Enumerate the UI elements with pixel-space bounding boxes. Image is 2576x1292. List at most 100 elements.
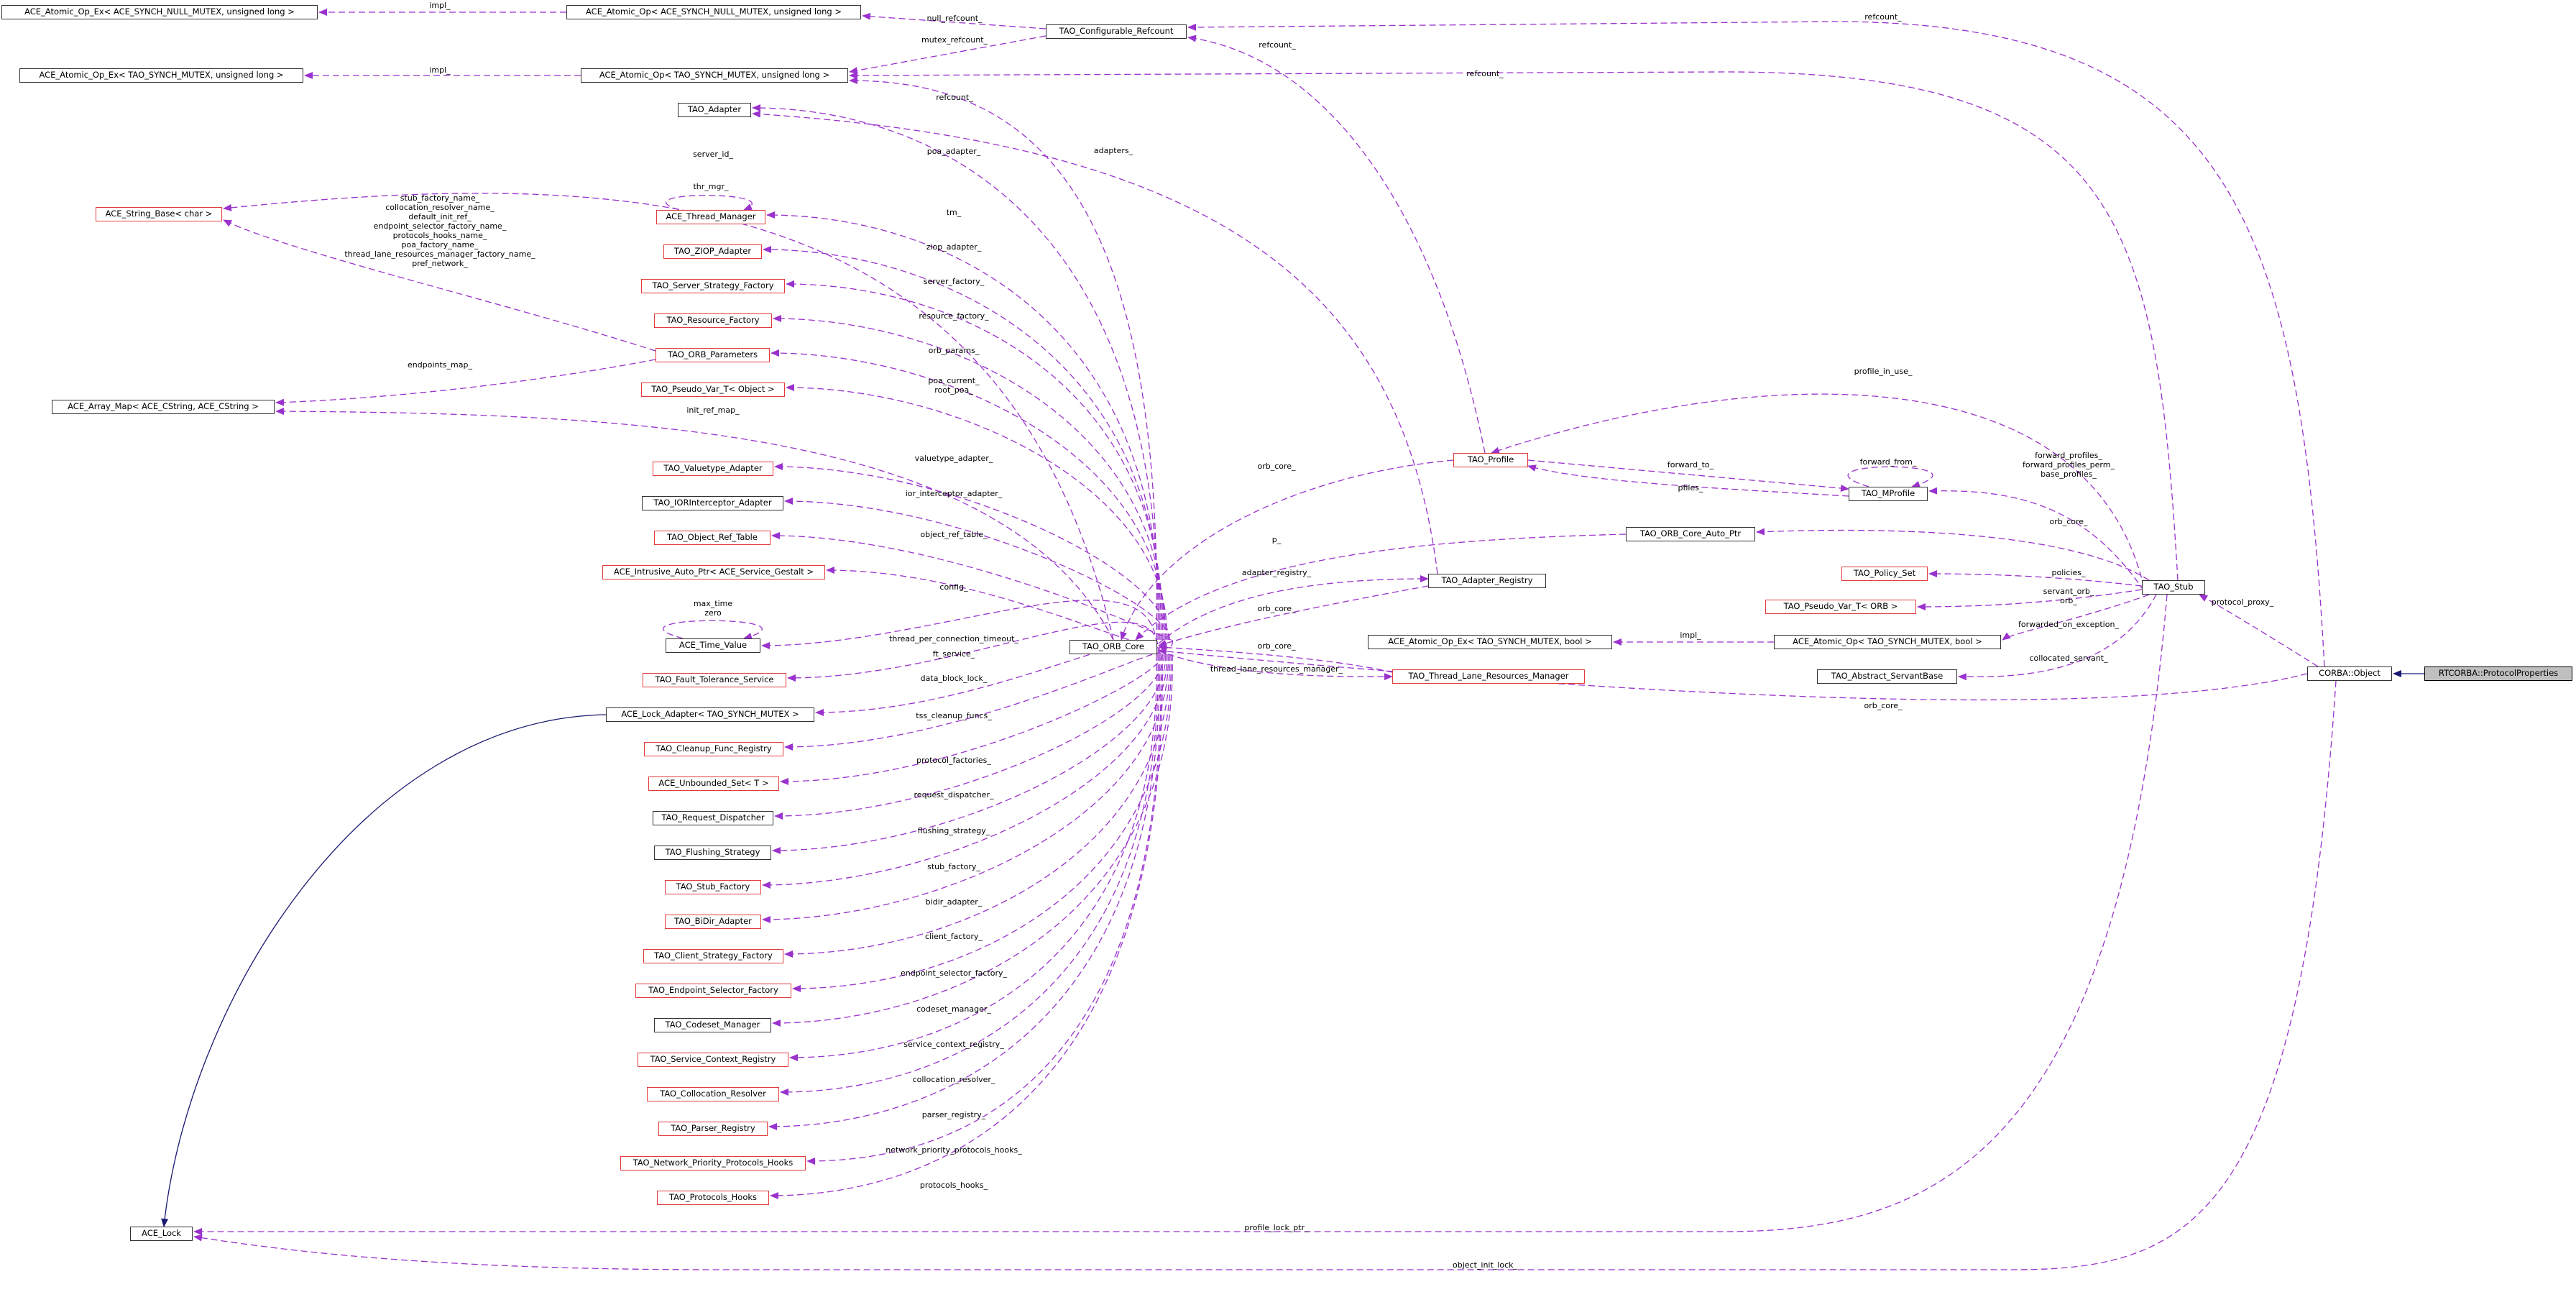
node-orb-core[interactable]: TAO_ORB_Core [1070,640,1157,654]
usage-edge [763,246,1162,641]
node-parser-registry[interactable]: TAO_Parser_Registry [658,1122,768,1136]
node-abstract-servant-base[interactable]: TAO_Abstract_ServantBase [1817,669,1957,684]
node-cleanup-func-registry[interactable]: TAO_Cleanup_Func_Registry [644,742,783,756]
node-ziop-adapter[interactable]: TAO_ZIOP_Adapter [663,244,762,259]
node-ior-interceptor-adapter[interactable]: TAO_IORInterceptor_Adapter [642,496,783,510]
usage-edge [1158,585,1429,647]
node-lock-adapter[interactable]: ACE_Lock_Adapter< TAO_SYNCH_MUTEX > [606,707,814,722]
edge-label: request_dispatcher_ [914,790,994,800]
usage-edge [766,211,1160,641]
node-intrusive-auto-ptr[interactable]: ACE_Intrusive_Auto_Ptr< ACE_Service_Gest… [602,565,825,579]
edge-label: protocols_hooks_name_ [392,231,487,240]
edge-label: orb_ [2060,596,2077,605]
node-thread-manager[interactable]: ACE_Thread_Manager [656,210,765,224]
node-orb-core-auto-ptr[interactable]: TAO_ORB_Core_Auto_Ptr [1626,527,1755,541]
edge-label: refcount_ [1864,12,1902,22]
edge-label: config_ [939,582,968,592]
edge-label: flushing_strategy_ [917,826,990,835]
edge-label: max_time [693,599,733,608]
usage-edge [762,654,1167,889]
node-bidir-adapter[interactable]: TAO_BiDir_Adapter [665,915,761,929]
edge-label: forward_profiles_perm_ [2023,460,2115,469]
node-thread-lane-resources-manager[interactable]: TAO_Thread_Lane_Resources_Manager [1392,669,1585,684]
edge-label: profile_lock_ptr_ [1244,1223,1309,1232]
node-pseudo-var-object[interactable]: TAO_Pseudo_Var_T< Object > [641,382,785,397]
edge-label: orb_core_ [1257,462,1296,471]
edge-label: collocated_servant_ [2029,654,2108,663]
edge-label: valuetype_adapter_ [914,454,993,463]
edge-label: adapter_registry_ [1241,568,1312,577]
edge-label: poa_current_ [928,376,980,385]
edge-label: root_poa_ [934,385,973,395]
node-server-strategy-factory[interactable]: TAO_Server_Strategy_Factory [641,279,785,293]
node-resource-factory[interactable]: TAO_Resource_Factory [654,313,772,328]
node-flushing-strategy[interactable]: TAO_Flushing_Strategy [654,846,771,860]
node-policy-set[interactable]: TAO_Policy_Set [1841,567,1928,581]
usage-edge [275,359,656,406]
edge-label: orb_params_ [928,346,980,355]
usage-edge [275,408,1114,641]
usage-edge [1491,393,2145,588]
edge-label: bidir_adapter_ [925,897,983,907]
node-atomic-op-tao[interactable]: ACE_Atomic_Op< TAO_SYNCH_MUTEX, unsigned… [581,68,848,83]
edge-label: p_ [1271,535,1282,544]
node-stub[interactable]: TAO_Stub [2142,580,2205,595]
edge-label: data_block_lock_ [920,674,988,683]
usage-edge [762,654,1169,923]
node-configurable-refcount[interactable]: TAO_Configurable_Refcount [1046,24,1187,39]
edge-label: endpoint_selector_factory_ [901,968,1007,978]
node-unbounded-set[interactable]: ACE_Unbounded_Set< T > [648,776,779,791]
edge-label: adapters_ [1093,146,1133,155]
node-fault-tolerance-service[interactable]: TAO_Fault_Tolerance_Service [643,673,786,687]
node-pseudo-var-orb[interactable]: TAO_Pseudo_Var_T< ORB > [1765,600,1916,614]
node-atomic-op-ex-bool[interactable]: ACE_Atomic_Op_Ex< TAO_SYNCH_MUTEX, bool … [1368,635,1612,649]
node-protocol-properties[interactable]: RTCORBA::ProtocolProperties [2424,666,2572,681]
node-valuetype-adapter[interactable]: TAO_Valuetype_Adapter [653,462,773,476]
node-stub-factory[interactable]: TAO_Stub_Factory [665,880,761,894]
node-adapter[interactable]: TAO_Adapter [678,103,751,117]
node-profile[interactable]: TAO_Profile [1453,453,1528,467]
node-string-base[interactable]: ACE_String_Base< char > [96,207,222,221]
edge-label: init_ref_map_ [686,406,740,415]
node-atomic-op-ex-null[interactable]: ACE_Atomic_Op_Ex< ACE_SYNCH_NULL_MUTEX, … [1,5,318,19]
node-client-strategy-factory[interactable]: TAO_Client_Strategy_Factory [643,949,783,963]
edge-label: endpoint_selector_factory_name_ [373,221,507,231]
usage-edge [1187,21,2325,667]
node-network-priority-protocols-hooks[interactable]: TAO_Network_Priority_Protocols_Hooks [620,1156,806,1170]
edge-label: thr_mgr_ [693,182,729,191]
edge-label: default_init_ref_ [408,212,472,221]
node-protocols-hooks[interactable]: TAO_Protocols_Hooks [657,1191,769,1205]
node-endpoint-selector-factory[interactable]: TAO_Endpoint_Selector_Factory [635,984,791,998]
edge-label: orb_core_ [1257,641,1296,651]
node-orb-parameters[interactable]: TAO_ORB_Parameters [656,348,770,362]
node-collocation-resolver[interactable]: TAO_Collocation_Resolver [647,1087,779,1101]
usage-edge [752,110,1438,574]
node-codeset-manager[interactable]: TAO_Codeset_Manager [654,1018,771,1032]
node-corba-object[interactable]: CORBA::Object [2307,666,2392,681]
node-object-ref-table[interactable]: TAO_Object_Ref_Table [654,531,770,545]
edge-label: profile_in_use_ [1854,367,1913,376]
edge-label: thread_lane_resources_manager_ [1210,664,1343,674]
node-adapter-registry[interactable]: TAO_Adapter_Registry [1428,574,1546,588]
node-array-map[interactable]: ACE_Array_Map< ACE_CString, ACE_CString … [52,400,275,414]
edge-label: base_profiles_ [2041,469,2097,479]
node-service-context-registry[interactable]: TAO_Service_Context_Registry [638,1053,788,1067]
usage-edge [1917,589,2143,610]
node-request-dispatcher[interactable]: TAO_Request_Dispatcher [653,811,773,825]
usage-edge [2199,594,2319,667]
node-time-value[interactable]: ACE_Time_Value [666,638,760,653]
node-mprofile[interactable]: TAO_MProfile [1849,487,1928,501]
node-ace-lock[interactable]: ACE_Lock [130,1227,193,1241]
edge-label: stub_factory_name_ [400,193,480,203]
edge-label: object_ref_table_ [920,530,988,539]
usage-edge [193,680,2337,1270]
edge-label: server_id_ [693,150,733,159]
edge-label: null_refcount_ [926,14,983,23]
edge-label: tm_ [946,208,962,217]
node-atomic-op-null[interactable]: ACE_Atomic_Op< ACE_SYNCH_NULL_MUTEX, uns… [566,5,861,19]
edge-label: impl_ [429,1,451,10]
node-atomic-op-bool[interactable]: ACE_Atomic_Op< TAO_SYNCH_MUTEX, bool > [1774,635,2001,649]
edge-label: impl_ [429,65,451,75]
node-atomic-op-ex-tao[interactable]: ACE_Atomic_Op_Ex< TAO_SYNCH_MUTEX, unsig… [19,68,303,83]
edge-label: protocol_factories_ [916,756,991,765]
